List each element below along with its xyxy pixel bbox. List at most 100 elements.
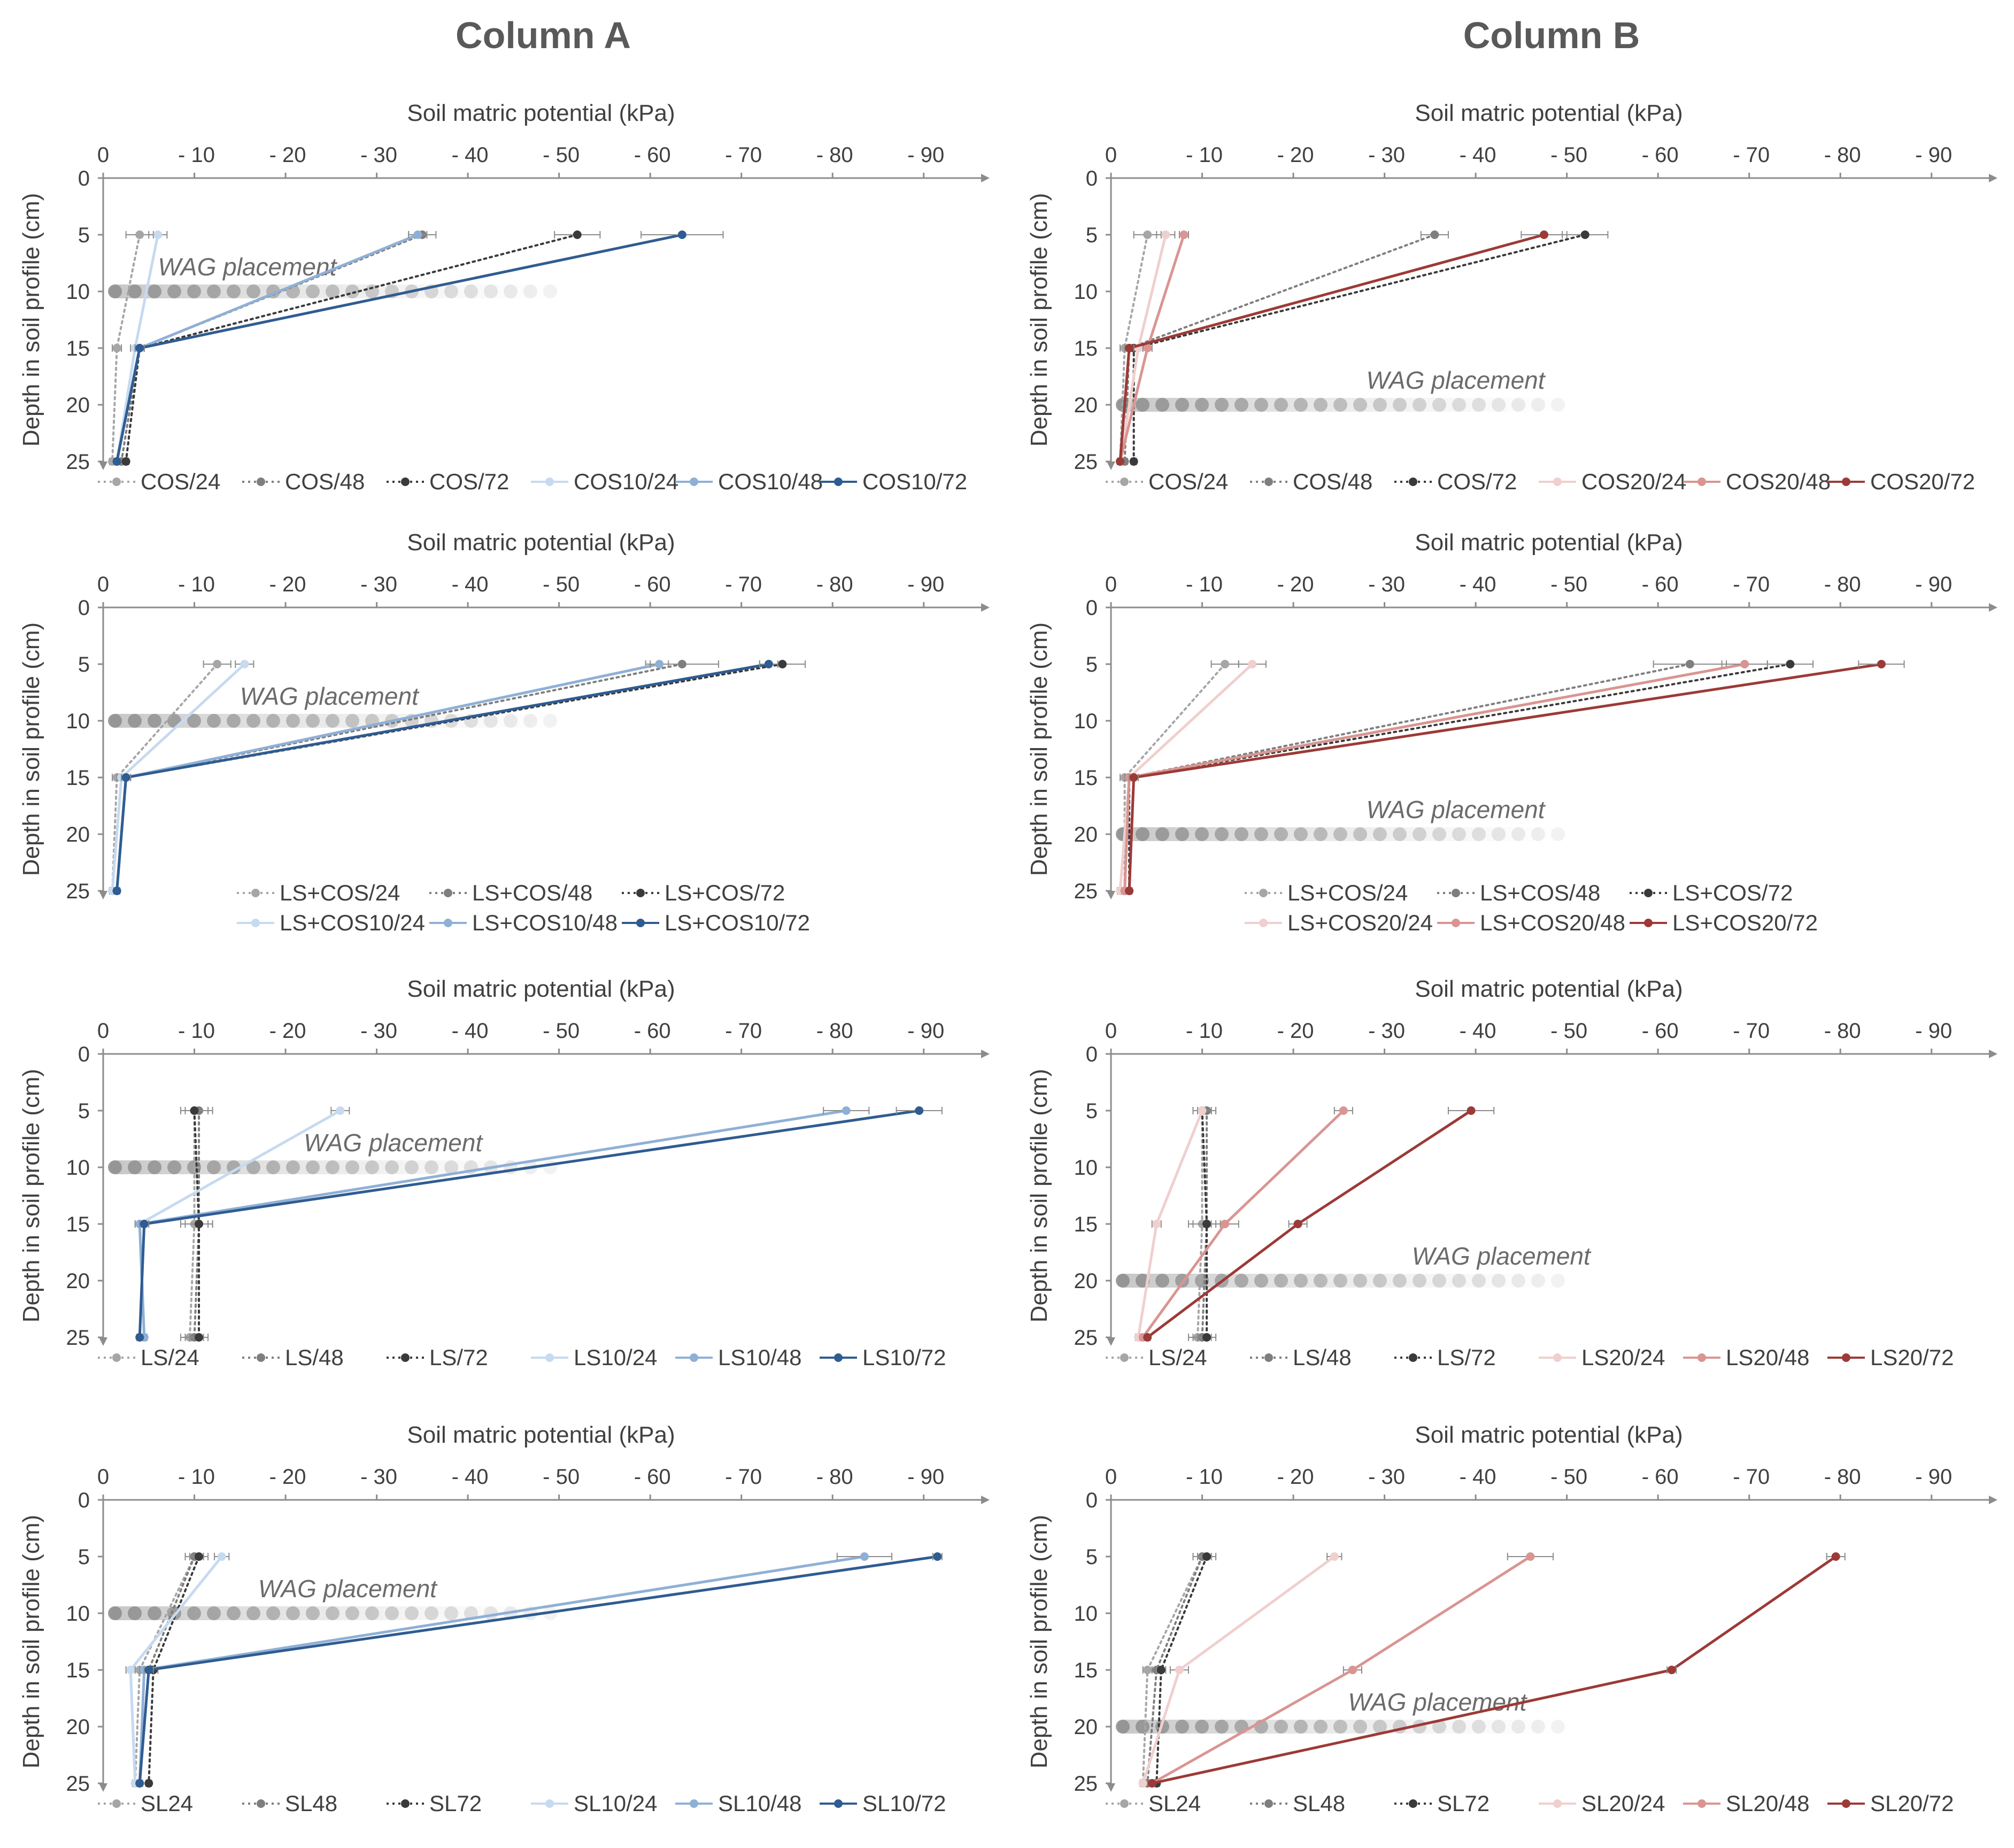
legend-marker xyxy=(1264,478,1273,486)
x-tick-label: - 70 xyxy=(725,1019,762,1043)
legend-marker xyxy=(1452,889,1460,897)
data-point xyxy=(1152,1220,1161,1228)
wag-dot xyxy=(1314,1720,1328,1734)
wag-dot xyxy=(1472,827,1486,841)
legend-label: COS20/48 xyxy=(1726,469,1831,494)
wag-placement-label: WAG placement xyxy=(240,682,420,710)
wag-dot xyxy=(1155,827,1169,841)
legend-label: LS20/48 xyxy=(1726,1345,1809,1370)
wag-dot xyxy=(1531,398,1545,412)
x-tick-label: - 60 xyxy=(634,1019,671,1043)
wag-dot xyxy=(326,1606,339,1620)
legend-marker xyxy=(545,1799,554,1808)
y-tick-label: 20 xyxy=(66,823,90,846)
wag-dot xyxy=(128,1606,142,1620)
x-axis-arrow xyxy=(981,1050,990,1058)
x-tick-label: 0 xyxy=(97,573,109,596)
y-tick-label: 25 xyxy=(1074,1326,1098,1350)
x-tick-label: 0 xyxy=(1105,1465,1117,1489)
wag-dot xyxy=(1373,1720,1387,1734)
legend-label: COS/24 xyxy=(141,469,220,494)
wag-dot xyxy=(1373,1274,1387,1288)
legend-marker xyxy=(545,1353,554,1362)
wag-dot xyxy=(1333,1274,1347,1288)
wag-band xyxy=(110,1606,566,1620)
y-tick-label: 5 xyxy=(1086,1099,1098,1123)
wag-dot xyxy=(148,1606,161,1620)
wag-dot xyxy=(1333,1720,1347,1734)
x-tick-label: - 50 xyxy=(543,1019,580,1043)
legend-label: LS+COS/48 xyxy=(1480,880,1600,905)
series-line xyxy=(148,1556,200,1784)
y-tick-label: 15 xyxy=(1074,1659,1098,1682)
y-axis-title: Depth in soil profile (cm) xyxy=(1026,1069,1052,1322)
legend-label: LS+COS10/48 xyxy=(472,910,618,935)
legend-marker xyxy=(401,478,410,486)
legend-label: LS+COS/72 xyxy=(1672,880,1793,905)
data-point xyxy=(135,1779,144,1788)
data-point xyxy=(1138,1779,1147,1788)
x-tick-label: - 60 xyxy=(1642,1019,1679,1043)
y-axis-arrow xyxy=(99,461,107,470)
wag-dot xyxy=(1155,398,1169,412)
legend-marker xyxy=(1120,1353,1129,1362)
legend-label: LS10/72 xyxy=(862,1345,946,1370)
data-point xyxy=(573,230,582,239)
legend-marker xyxy=(444,919,452,927)
panels: Soil matric potential (kPa) Depth in soil… xyxy=(18,100,1997,1816)
data-point xyxy=(677,230,686,239)
wag-dot xyxy=(326,1160,339,1174)
legend-label: COS20/24 xyxy=(1581,469,1686,494)
wag-dot xyxy=(1314,827,1328,841)
wag-dot xyxy=(1472,398,1486,412)
x-axis-arrow xyxy=(1989,603,1997,612)
data-point xyxy=(1526,1552,1535,1561)
y-axis-title: Depth in soil profile (cm) xyxy=(1026,622,1052,876)
y-axis-title: Depth in soil profile (cm) xyxy=(1026,1515,1052,1768)
x-tick-label: - 60 xyxy=(634,573,671,596)
wag-dot xyxy=(1452,1274,1466,1288)
wag-dot xyxy=(484,284,498,298)
x-tick-label: - 30 xyxy=(1368,573,1405,596)
y-tick-label: 15 xyxy=(1074,766,1098,790)
wag-band xyxy=(110,1160,566,1174)
data-point xyxy=(933,1552,942,1561)
wag-dot xyxy=(1393,827,1407,841)
wag-dot xyxy=(148,1160,161,1174)
data-point xyxy=(842,1106,851,1115)
data-point xyxy=(1221,660,1230,668)
wag-dot xyxy=(365,1160,379,1174)
wag-dot xyxy=(266,1606,280,1620)
data-point xyxy=(655,660,664,668)
wag-dot xyxy=(1314,1274,1328,1288)
legend-label: SL10/24 xyxy=(574,1791,657,1816)
x-tick-label: - 30 xyxy=(360,1019,397,1043)
wag-dot xyxy=(1333,398,1347,412)
legend-label: COS20/72 xyxy=(1870,469,1975,494)
legend-marker xyxy=(1409,1353,1417,1362)
x-tick-label: - 80 xyxy=(1824,573,1861,596)
data-point xyxy=(413,230,422,239)
legend-label: COS10/72 xyxy=(862,469,967,494)
x-tick-label: 0 xyxy=(1105,1019,1117,1043)
panel-b-row-2: Soil matric potential (kPa) Depth in soil… xyxy=(1026,529,1997,935)
x-axis-title: Soil matric potential (kPa) xyxy=(407,976,675,1002)
y-tick-label: 10 xyxy=(1074,1156,1098,1180)
series-line xyxy=(1155,1556,1208,1784)
x-tick-label: - 60 xyxy=(1642,573,1679,596)
y-tick-label: 5 xyxy=(1086,224,1098,247)
legend-marker xyxy=(1842,1353,1850,1362)
legend-label: LS+COS20/48 xyxy=(1480,910,1625,935)
series-line xyxy=(138,1556,196,1784)
panel-a-row-1: Soil matric potential (kPa) Depth in soil… xyxy=(18,100,990,494)
legend-marker xyxy=(401,1353,410,1362)
x-axis-title: Soil matric potential (kPa) xyxy=(407,529,675,556)
x-tick-label: - 80 xyxy=(816,573,853,596)
legend-marker xyxy=(834,1353,843,1362)
wag-dot xyxy=(1215,827,1229,841)
legend-label: COS/24 xyxy=(1148,469,1228,494)
x-tick-label: - 80 xyxy=(816,143,853,167)
wag-placement-label: WAG placement xyxy=(258,1575,438,1603)
panel-a-row-3: Soil matric potential (kPa) Depth in soil… xyxy=(18,976,990,1370)
legend-marker xyxy=(251,919,260,927)
